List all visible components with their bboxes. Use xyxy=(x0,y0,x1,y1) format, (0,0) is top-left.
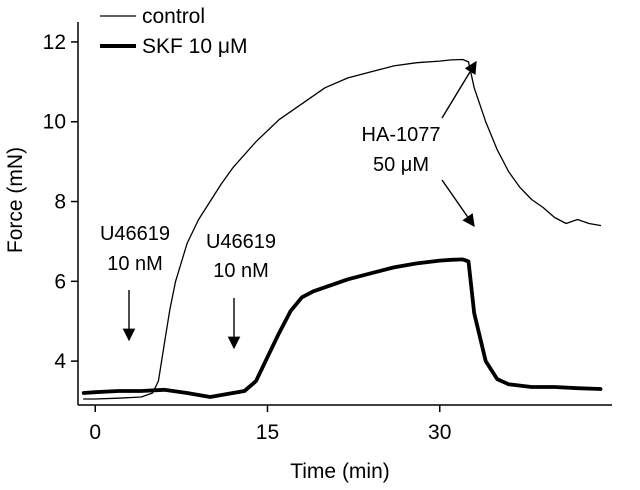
annotation-ha1077: HA-1077 50 μM xyxy=(362,60,477,228)
series-line-control xyxy=(83,58,602,400)
x-tick-label: 0 xyxy=(89,421,101,444)
y-tick-label: 8 xyxy=(54,191,66,214)
annotation-text-line: 50 μM xyxy=(373,154,429,176)
annotation-text-line: HA-1077 xyxy=(362,124,441,146)
y-tick-label: 12 xyxy=(43,31,66,54)
series-layer xyxy=(81,58,603,400)
annotation-text-line: 10 nM xyxy=(107,253,163,275)
x-tick-label: 15 xyxy=(256,421,279,444)
series-line-skf xyxy=(81,257,603,399)
y-tick-label: 4 xyxy=(54,350,66,373)
x-axis-title: Time (min) xyxy=(290,460,390,483)
y-axis-title: Force (mN) xyxy=(4,147,27,253)
x-axis-ticks: 0 15 30 xyxy=(89,405,451,444)
legend-label-skf: SKF 10 μM xyxy=(142,35,247,58)
y-tick-label: 10 xyxy=(43,111,66,134)
annotation-u46619-skf: U46619 10 nM xyxy=(206,231,276,350)
y-tick-label: 6 xyxy=(54,270,66,293)
annotation-arrow-down xyxy=(441,179,475,228)
x-tick-label: 30 xyxy=(428,421,451,444)
annotation-arrow-up xyxy=(441,60,477,119)
legend: control SKF 10 μM xyxy=(100,5,247,58)
y-axis-ticks: 4 6 8 10 12 xyxy=(43,31,78,373)
annotation-text-line: U46619 xyxy=(100,223,170,245)
annotation-u46619-control: U46619 10 nM xyxy=(100,223,170,342)
annotation-text-line: U46619 xyxy=(206,231,276,253)
legend-label-control: control xyxy=(142,5,205,28)
annotation-text-line: 10 nM xyxy=(213,260,269,282)
